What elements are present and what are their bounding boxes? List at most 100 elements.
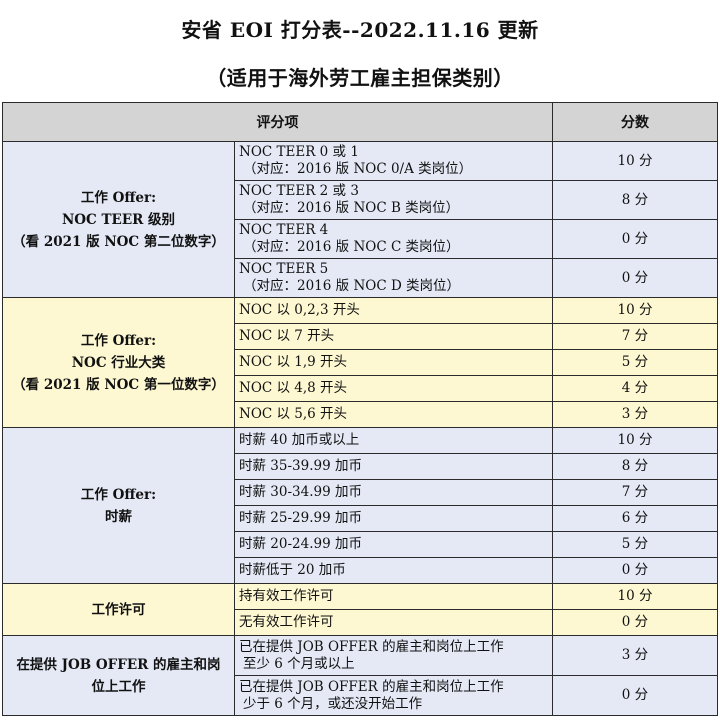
option-cell: 已在提供 JOB OFFER 的雇主和岗位上工作 少于 6 个月，或还没开始工作 [234,675,553,716]
table-row: 工作许可 持有效工作许可 10 分 [2,583,718,636]
table-row: 工作 Offer: NOC TEER 级别 （看 2021 版 NOC 第二位数字）… [2,141,718,298]
category-line: NOC 行业大类 [71,354,166,371]
table-row: 无有效工作许可 0 分 [3,609,718,636]
category-cell: 工作 Offer: 时薪 [2,427,235,584]
score-cell: 10 分 [552,427,718,454]
table-row: NOC 以 7 开头 7 分 [3,323,718,350]
option-cell: 无有效工作许可 [234,609,553,636]
score-cell: 3 分 [552,635,718,676]
option-text: 时薪 30-34.99 加币 [239,484,362,500]
header-score: 分数 [552,102,718,142]
score-cell: 7 分 [552,479,718,506]
score-cell: 8 分 [552,180,718,220]
option-text: NOC 以 4,8 开头 [239,380,348,396]
option-cell: NOC 以 7 开头 [234,323,553,350]
option-cell: NOC 以 1,9 开头 [234,349,553,376]
score-cell: 0 分 [552,258,718,298]
score-cell: 8 分 [552,453,718,480]
category-line: （看 2021 版 NOC 第一位数字） [12,376,225,393]
table-row: 工作 Offer: 时薪 时薪 40 加币或以上 10 分 [2,427,718,584]
option-note: （对应：2016 版 NOC C 类岗位） [243,239,460,255]
category-cell: 在提供 JOB OFFER 的雇主和岗 位上工作 [2,635,235,716]
option-cell: NOC TEER 0 或 1 （对应：2016 版 NOC 0/A 类岗位） [234,141,553,181]
score-cell: 7 分 [552,323,718,350]
option-text: NOC TEER 4 [239,222,329,238]
score-cell: 0 分 [552,675,718,716]
category-cell: 工作 Offer: NOC TEER 级别 （看 2021 版 NOC 第二位数字） [2,141,235,298]
category-cell: 工作许可 [2,583,235,636]
option-cell: NOC TEER 2 或 3 （对应：2016 版 NOC B 类岗位） [234,180,553,220]
score-cell: 0 分 [552,557,718,584]
table-row: NOC TEER 5 （对应：2016 版 NOC D 类岗位） 0 分 [3,258,718,298]
option-cell: NOC TEER 4 （对应：2016 版 NOC C 类岗位） [234,219,553,259]
page-title: 安省 EOI 打分表--2022.11.16 更新 [181,18,539,42]
option-note: 至少 6 个月或以上 [243,655,355,672]
header-item: 评分项 [2,102,553,142]
table-row: 时薪低于 20 加币 0 分 [3,557,718,584]
table-row: 时薪 20-24.99 加币 5 分 [3,531,718,558]
score-cell: 10 分 [552,583,718,610]
table-row: 时薪 35-39.99 加币 8 分 [3,453,718,480]
score-cell: 10 分 [552,297,718,324]
option-note: （对应：2016 版 NOC B 类岗位） [243,200,460,216]
category-line: 工作 Offer: [80,189,157,206]
category-line: 时薪 [105,508,132,525]
category-cell: 工作 Offer: NOC 行业大类 （看 2021 版 NOC 第一位数字） [2,297,235,428]
table-row: 已在提供 JOB OFFER 的雇主和岗位上工作 少于 6 个月，或还没开始工作 0… [3,675,718,716]
option-text: NOC 以 1,9 开头 [239,354,348,370]
option-cell: NOC TEER 5 （对应：2016 版 NOC D 类岗位） [234,258,553,298]
option-text: 持有效工作许可 [239,588,334,604]
option-cell: 时薪 30-34.99 加币 [234,479,553,506]
option-cell: NOC 以 4,8 开头 [234,375,553,402]
table-row: NOC 以 1,9 开头 5 分 [3,349,718,376]
score-cell: 5 分 [552,349,718,376]
option-note: 少于 6 个月，或还没开始工作 [243,695,423,712]
option-text: NOC TEER 0 或 1 [239,144,359,160]
table-row: NOC TEER 2 或 3 （对应：2016 版 NOC B 类岗位） 8 分 [3,180,718,220]
eoi-score-table: 评分项 分数 工作 Offer: NOC TEER 级别 （看 2021 版 NOC… [2,102,718,716]
option-cell: 时薪低于 20 加币 [234,557,553,584]
option-cell: NOC 以 0,2,3 开头 [234,297,553,324]
category-line: 工作 Offer: [80,486,157,503]
score-cell: 10 分 [552,141,718,181]
category-line: （看 2021 版 NOC 第二位数字） [12,233,225,250]
option-text: 时薪 35-39.99 加币 [239,458,362,474]
page-subtitle: （适用于海外劳工雇主担保类别） [206,66,514,90]
score-cell: 0 分 [552,609,718,636]
table-header-row: 评分项 分数 [2,102,718,142]
option-cell: NOC 以 5,6 开头 [234,401,553,428]
category-line: NOC TEER 级别 [61,211,176,228]
category-line: 工作许可 [91,601,146,618]
option-text: 已在提供 JOB OFFER 的雇主和岗位上工作 [239,678,504,695]
score-cell: 5 分 [552,531,718,558]
option-text: NOC TEER 2 或 3 [239,183,359,199]
option-text: 无有效工作许可 [239,614,334,630]
option-cell: 时薪 35-39.99 加币 [234,453,553,480]
option-cell: 已在提供 JOB OFFER 的雇主和岗位上工作 至少 6 个月或以上 [234,635,553,676]
option-text: NOC 以 5,6 开头 [239,406,348,422]
option-cell: 时薪 20-24.99 加币 [234,531,553,558]
option-cell: 时薪 25-29.99 加币 [234,505,553,532]
option-cell: 持有效工作许可 [234,583,553,610]
score-cell: 4 分 [552,375,718,402]
option-text: NOC 以 0,2,3 开头 [239,302,360,318]
option-note: （对应：2016 版 NOC D 类岗位） [243,278,461,294]
category-line: 位上工作 [91,678,146,695]
table-row: 工作 Offer: NOC 行业大类 （看 2021 版 NOC 第一位数字） NOC… [2,297,718,428]
score-cell: 3 分 [552,401,718,428]
table-row: 时薪 30-34.99 加币 7 分 [3,479,718,506]
table-row: NOC 以 5,6 开头 3 分 [3,401,718,428]
option-note: （对应：2016 版 NOC 0/A 类岗位） [243,161,473,177]
score-cell: 0 分 [552,219,718,259]
table-row: 在提供 JOB OFFER 的雇主和岗 位上工作 已在提供 JOB OFFER 的雇… [2,635,718,716]
option-cell: 时薪 40 加币或以上 [234,427,553,454]
option-text: 时薪 20-24.99 加币 [239,536,362,552]
option-text: 时薪 25-29.99 加币 [239,510,362,526]
category-line: 工作 Offer: [80,332,157,349]
table-row: NOC TEER 4 （对应：2016 版 NOC C 类岗位） 0 分 [3,219,718,259]
option-text: 已在提供 JOB OFFER 的雇主和岗位上工作 [239,638,504,655]
option-text: 时薪 40 加币或以上 [239,432,360,448]
option-text: NOC 以 7 开头 [239,328,335,344]
option-text: 时薪低于 20 加币 [239,562,346,578]
category-line: 在提供 JOB OFFER 的雇主和岗 [16,656,221,673]
